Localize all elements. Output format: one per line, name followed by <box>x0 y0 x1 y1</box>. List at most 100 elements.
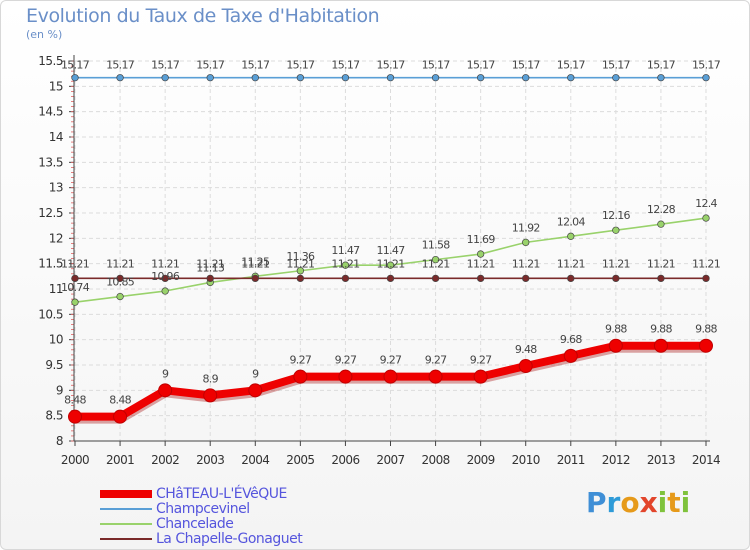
data-label: 11.21 <box>692 257 720 270</box>
data-label: 15.17 <box>151 59 180 72</box>
data-point <box>431 74 440 82</box>
grid <box>74 60 707 442</box>
data-label: 11.36 <box>286 250 315 263</box>
y-tick-label: 15 <box>49 79 63 93</box>
data-label: 11.21 <box>557 257 585 270</box>
y-tick-label: 11 <box>49 282 63 296</box>
data-point <box>296 274 305 283</box>
y-tick-label: 12 <box>49 231 63 245</box>
data-label: 15.17 <box>467 59 496 72</box>
data-label: 10.74 <box>61 281 90 294</box>
data-point <box>563 348 578 363</box>
data-point <box>612 226 620 234</box>
data-label: 15.17 <box>241 59 270 72</box>
y-tick-label: 10 <box>49 333 63 347</box>
data-label: 9.88 <box>605 323 627 336</box>
data-point <box>608 338 623 353</box>
legend: CHâTEAU-L'ÉVêQUE Champcevinel Chancelade La… <box>100 485 303 547</box>
data-label: 11.21 <box>106 257 134 270</box>
y-tick-label: 9 <box>56 383 63 397</box>
data-point <box>702 274 710 283</box>
data-label: 9 <box>252 367 259 380</box>
data-label: 12.16 <box>602 209 631 222</box>
x-tick-label: 2010 <box>512 453 540 467</box>
data-label: 12.28 <box>647 203 676 216</box>
data-point <box>113 409 128 424</box>
x-tick-label: 2003 <box>196 453 224 467</box>
data-label: 11.47 <box>377 244 406 257</box>
series-layer <box>68 74 713 424</box>
legend-label: La Chapelle-Gonaguet <box>156 530 303 547</box>
data-point <box>116 74 124 82</box>
data-point <box>476 274 485 283</box>
data-point <box>161 287 169 295</box>
axes: 8 8.5 9 9.5 10 10.5 11 11.5 12 12.5 13 13.5 14 14.5 15… <box>38 54 720 467</box>
data-label: 15.17 <box>196 59 225 72</box>
y-tick-label: 8.5 <box>45 409 63 423</box>
data-label: 12.04 <box>557 215 586 228</box>
data-point <box>522 74 530 82</box>
data-label: 15.17 <box>422 59 451 72</box>
data-label: 10.85 <box>106 276 135 289</box>
x-tick-label: 2011 <box>557 453 585 467</box>
data-label: 9 <box>162 367 169 380</box>
data-point <box>116 274 124 283</box>
data-point <box>428 369 443 384</box>
data-point <box>248 383 263 398</box>
data-label: 9.27 <box>335 354 357 367</box>
data-label: 9.27 <box>425 354 447 367</box>
data-label: 12.4 <box>695 197 717 210</box>
x-tick-label: 2008 <box>422 453 450 467</box>
data-label: 11.21 <box>286 257 314 270</box>
data-point <box>657 274 665 283</box>
data-label: 11.21 <box>61 257 89 270</box>
data-point <box>657 74 665 82</box>
x-tick-label: 2004 <box>241 453 269 467</box>
y-tick-label: 15.5 <box>38 54 63 68</box>
data-point <box>293 369 308 384</box>
data-point <box>206 274 214 283</box>
data-label: 8.48 <box>109 394 131 407</box>
data-label: 15.17 <box>512 59 541 72</box>
data-point <box>341 274 350 283</box>
legend-item: Chancelade <box>100 516 302 532</box>
legend-item: CHâTEAU-L'ÉVêQUE <box>100 485 302 502</box>
x-tick-label: 2006 <box>331 453 359 467</box>
x-tick-label: 2001 <box>106 453 134 467</box>
legend-swatch <box>100 522 152 525</box>
data-point <box>567 232 575 240</box>
data-point <box>161 74 169 82</box>
x-tick-label: 2000 <box>61 453 89 467</box>
data-label: 9.88 <box>650 323 672 336</box>
data-point <box>386 261 395 269</box>
data-point <box>612 74 620 82</box>
data-label: 9.48 <box>515 343 537 356</box>
data-label: 11.21 <box>647 257 675 270</box>
data-label: 9.27 <box>380 354 402 367</box>
data-point <box>296 74 305 82</box>
legend-label: CHâTEAU-L'ÉVêQUE <box>156 485 287 502</box>
data-point <box>699 338 713 353</box>
data-label: 11.69 <box>467 233 496 246</box>
data-point <box>522 274 530 283</box>
data-point <box>657 220 665 228</box>
x-tick-label: 2007 <box>376 453 404 467</box>
x-tick-label: 2002 <box>151 453 179 467</box>
y-tick-label: 14 <box>49 130 63 144</box>
data-point <box>71 274 79 283</box>
data-label: 15.17 <box>61 59 90 72</box>
y-tick-label: 8 <box>56 434 63 448</box>
data-point <box>522 238 530 247</box>
y-tick-label: 9.5 <box>45 358 63 372</box>
data-point <box>386 274 395 283</box>
x-tick-label: 2005 <box>286 453 314 467</box>
data-label: 9.68 <box>560 333 582 346</box>
data-point <box>383 369 398 384</box>
data-point <box>473 369 488 384</box>
data-point <box>567 274 575 283</box>
data-label: 15.17 <box>331 59 360 72</box>
data-label: 9.27 <box>290 354 312 367</box>
y-tick-label: 14.5 <box>38 105 63 119</box>
data-label: 10.96 <box>151 270 180 283</box>
